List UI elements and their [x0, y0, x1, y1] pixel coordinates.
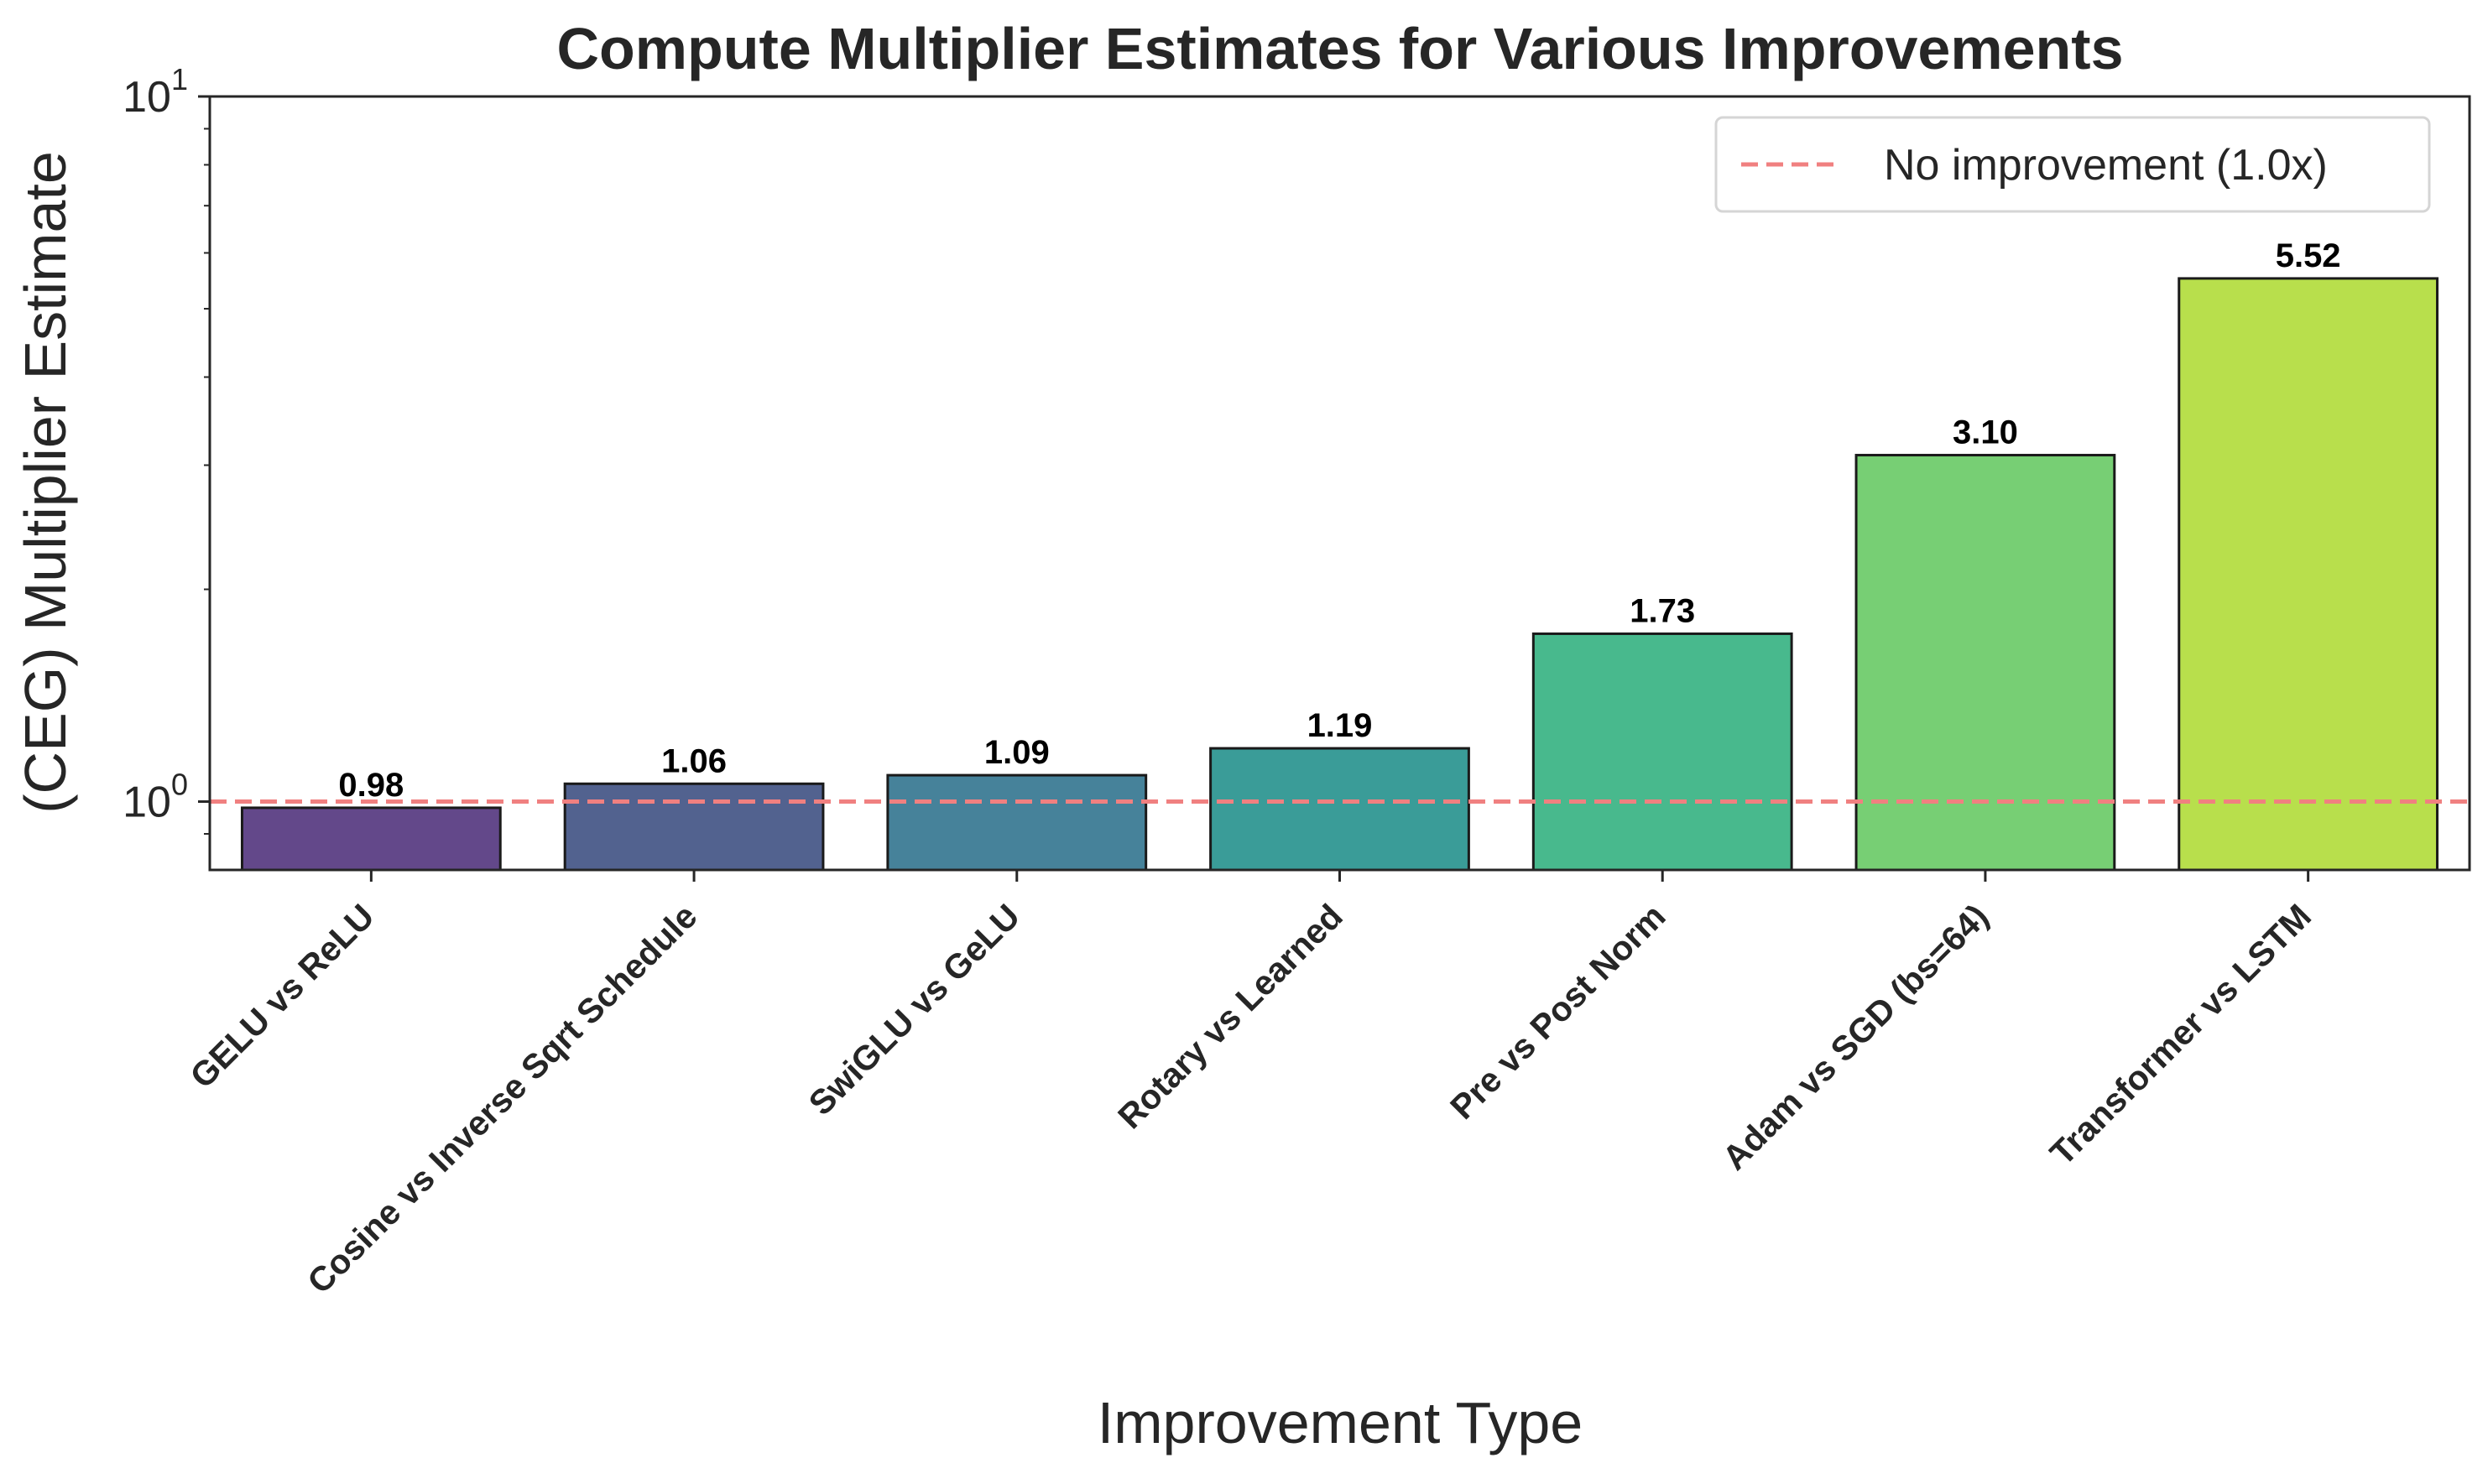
legend: No improvement (1.0x) [1714, 116, 2431, 213]
x-tick-label: GELU vs ReLU [183, 897, 382, 1096]
bar [563, 782, 825, 872]
bar-value-label: 0.98 [338, 767, 404, 804]
x-tick-label: Transformer vs LSTM [2042, 897, 2318, 1173]
x-tick-label: Cosine vs Inverse Sqrt Schedule [300, 897, 704, 1301]
chart-title: Compute Multiplier Estimates for Various… [556, 16, 2123, 81]
bar-value-label: 1.06 [661, 742, 727, 779]
x-tick-label: Pre vs Post Norm [1442, 897, 1672, 1127]
x-tick-label: Adam vs SGD (bs=64) [1715, 897, 1996, 1178]
bar [2178, 277, 2439, 872]
bar [1531, 632, 1793, 872]
bar-value-label: 1.09 [984, 734, 1050, 771]
bar [1209, 747, 1470, 872]
legend-label: No improvement (1.0x) [1884, 141, 2328, 190]
bar [886, 773, 1148, 872]
x-axis-label: Improvement Type [1098, 1390, 1583, 1455]
bar-value-label: 3.10 [1953, 414, 2018, 451]
y-tick-label: 101 [123, 62, 188, 122]
x-tick-label: SwiGLU vs GeLU [801, 897, 1027, 1122]
y-tick-label: 100 [123, 768, 188, 827]
bar [240, 806, 502, 872]
legend-box [1714, 116, 2431, 213]
bar-value-label: 5.52 [2276, 237, 2341, 274]
bar-value-label: 1.73 [1630, 592, 1695, 629]
y-axis-label: (CEG) Multiplier Estimate [13, 151, 78, 814]
bar [1854, 454, 2116, 872]
bar-value-label: 1.19 [1307, 707, 1373, 744]
axes-frame [208, 95, 2471, 872]
plot-area: 0.98 GELU vs ReLU 1.06 Cosine vs Inverse Sq… [123, 62, 2471, 1301]
x-tick-label: Rotary vs Learned [1110, 897, 1349, 1136]
